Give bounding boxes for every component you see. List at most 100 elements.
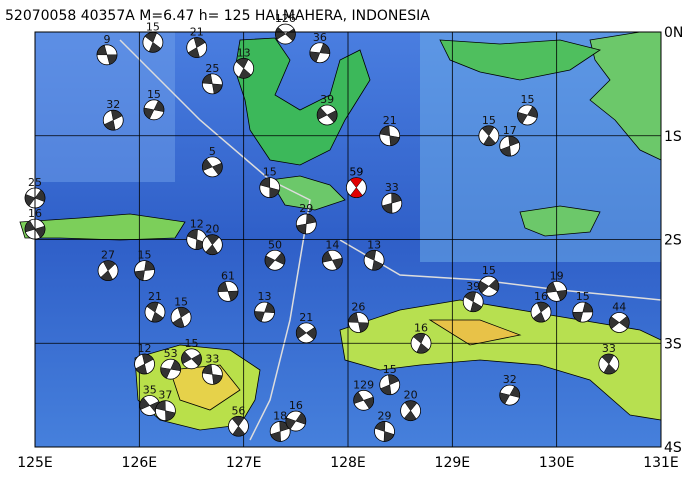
beachball-quadrant <box>100 260 116 281</box>
beachball-quadrant <box>403 400 418 421</box>
beachball: 32 <box>499 373 521 406</box>
beachball: 15 <box>143 88 165 121</box>
beachball-quadrant <box>231 416 246 437</box>
axis-labels: 125E 126E 127E 128E 129E 130E 131E 0N 1S 2S 3S 4S <box>17 25 683 471</box>
beachball: 19 <box>546 269 568 302</box>
beachball-quadrant <box>499 386 520 405</box>
beachball: 126 <box>275 12 296 45</box>
beachball-quadrant <box>316 107 338 123</box>
beachball: 61 <box>217 269 239 302</box>
beachball: 15 <box>259 166 281 199</box>
beachball: 53 <box>160 347 182 380</box>
depth-label: 20 <box>404 389 418 402</box>
beachball: 27 <box>97 249 119 282</box>
beachball: 33 <box>201 352 223 385</box>
depth-label: 15 <box>482 114 496 127</box>
beachball-quadrant <box>364 250 384 271</box>
beachball-quadrant <box>413 333 430 354</box>
depth-label: 29 <box>299 202 313 215</box>
depth-label: 15 <box>576 290 590 303</box>
beachball: 12 <box>186 218 208 250</box>
depth-label: 15 <box>520 93 534 106</box>
beachball-quadrant <box>205 234 220 255</box>
x-tick-label: 130E <box>539 455 575 471</box>
beachball: 29 <box>374 409 395 442</box>
beachball-quadrant <box>24 220 46 238</box>
beachball-quadrant <box>187 37 206 58</box>
beachball: 29 <box>295 202 317 235</box>
depth-label: 21 <box>148 290 162 303</box>
beachball: 129 <box>353 378 374 411</box>
depth-label: 21 <box>299 311 313 324</box>
beachball-quadrant <box>381 192 402 214</box>
beachball: 21 <box>295 311 317 344</box>
beachball-quadrant <box>349 177 363 198</box>
x-tick-label: 126E <box>122 455 158 471</box>
depth-label: 15 <box>383 363 397 376</box>
beachball-quadrant <box>181 351 202 367</box>
beachball-quadrant <box>143 100 165 120</box>
depth-label: 33 <box>385 181 399 194</box>
beachball-quadrant <box>478 278 500 294</box>
depth-label: 56 <box>231 404 245 417</box>
beachball: 16 <box>285 399 307 432</box>
beachball: 59 <box>345 166 367 199</box>
depth-label: 59 <box>349 166 363 179</box>
depth-label: 16 <box>414 321 428 334</box>
depth-label: 19 <box>550 269 564 282</box>
beachball: 26 <box>348 301 369 333</box>
beachball: 33 <box>381 181 403 214</box>
beachball: 16 <box>530 290 552 323</box>
depth-label: 15 <box>146 20 160 33</box>
depth-label: 20 <box>205 223 219 236</box>
beachball: 32 <box>102 98 124 131</box>
beachball-quadrant <box>322 250 343 270</box>
beachball-quadrant <box>517 106 538 124</box>
depth-label: 26 <box>351 301 365 314</box>
beachball-quadrant <box>609 315 630 330</box>
beachball-quadrant <box>601 353 617 375</box>
depth-label: 15 <box>138 249 152 262</box>
beachball-quadrant <box>254 302 275 322</box>
beachball-quadrant <box>202 364 223 385</box>
beachball-quadrant <box>285 412 307 430</box>
depth-label: 16 <box>534 290 548 303</box>
beachball: 16 <box>24 207 46 240</box>
beachball: 15 <box>517 93 538 126</box>
depth-label: 25 <box>205 62 219 75</box>
depth-label: 15 <box>482 264 496 277</box>
depth-label: 13 <box>237 46 251 59</box>
beachball-quadrant <box>202 158 223 176</box>
beachball-quadrant <box>464 291 483 313</box>
depth-label: 14 <box>325 238 339 251</box>
beachball: 56 <box>228 404 249 437</box>
beachball-quadrant <box>380 374 400 395</box>
beachball: 17 <box>499 124 521 157</box>
beachball: 13 <box>233 46 255 79</box>
beachball: 15 <box>181 337 202 370</box>
map-title: 52070058 40357A M=6.47 h= 125 HALMAHERA,… <box>5 8 430 24</box>
beachball-quadrant <box>374 421 395 442</box>
beachball: 25 <box>201 62 223 95</box>
beachball: 12 <box>134 342 155 375</box>
beachball: 15 <box>478 114 500 147</box>
beachball: 21 <box>144 290 166 323</box>
beachball-quadrant <box>160 359 181 379</box>
beachball: 39 <box>316 93 338 126</box>
beachball: 15 <box>134 249 155 282</box>
beachball-quadrant <box>481 125 497 146</box>
beachball: 39 <box>462 280 484 313</box>
x-tick-label: 127E <box>226 455 262 471</box>
depth-label: 21 <box>383 114 397 127</box>
beachball-quadrant <box>96 44 118 65</box>
beachball: 15 <box>170 295 192 328</box>
beachball: 37 <box>155 389 176 422</box>
beachball-quadrant <box>259 177 280 198</box>
depth-label: 37 <box>158 389 172 402</box>
beachball-quadrant <box>296 325 317 340</box>
y-tick-label: 4S <box>664 440 682 456</box>
depth-label: 13 <box>367 238 381 251</box>
depth-label: 32 <box>106 98 120 111</box>
depth-label: 27 <box>101 249 115 262</box>
